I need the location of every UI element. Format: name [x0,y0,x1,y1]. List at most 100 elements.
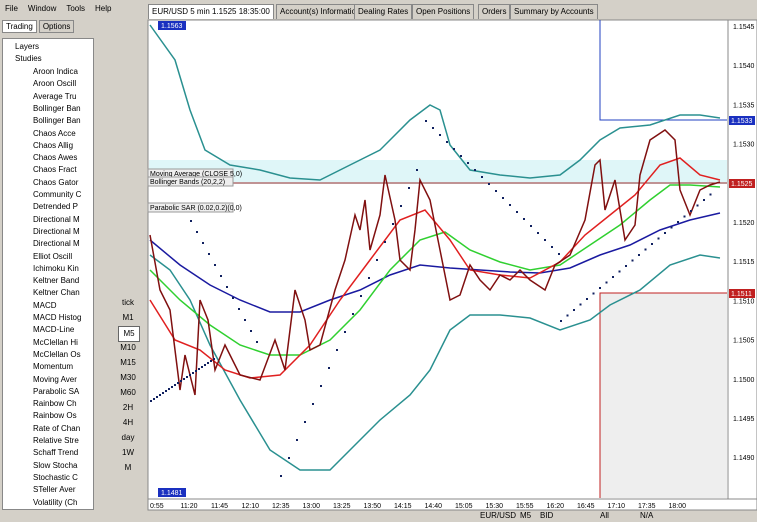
study-item[interactable]: Average Tru [33,91,77,101]
study-item[interactable]: Directional M [33,226,80,236]
sar-dot [670,226,673,229]
status-item[interactable]: BID [540,511,554,520]
study-item[interactable]: Chaos Allig [33,140,74,150]
sar-dot [502,197,504,199]
sar-dot [320,385,322,387]
tree-node[interactable]: Studies [15,54,42,63]
study-item[interactable]: Rainbow Ch [33,399,77,409]
sar-dot [156,396,158,398]
period-button[interactable]: M5 [118,326,140,342]
period-button[interactable]: M15 [120,358,136,367]
sar-dot [657,237,660,240]
period-button[interactable]: 2H [122,403,134,412]
study-item[interactable]: Rate of Chan [33,423,81,433]
study-item[interactable]: Rainbow Os [33,411,77,421]
study-item[interactable]: Schaff Trend [33,448,79,458]
chart-tab[interactable]: Orders [478,4,511,19]
status-item[interactable]: All [600,511,609,520]
sar-dot [644,248,647,251]
sar-dot [560,320,562,322]
sar-dot [201,366,203,368]
time-label: 15:55 [516,503,534,510]
time-label: 11:20 [181,503,198,510]
sar-dot [495,190,497,192]
menu-item[interactable]: File [5,4,18,13]
sar-dot [400,205,402,207]
study-item[interactable]: Chaos Fract [33,165,77,175]
sar-dot [190,220,192,222]
time-axis [147,498,757,511]
tree-node[interactable]: Layers [15,42,40,51]
study-item[interactable]: MACD-Line [33,325,75,335]
study-item[interactable]: Bollinger Ban [33,116,81,126]
study-item[interactable]: Stochastic C [33,472,78,482]
study-item[interactable]: McClellan Hi [33,337,78,347]
status-bar: EUR/USD M5 BID All N/A [470,510,757,522]
study-item[interactable]: Relative Stre [33,436,79,445]
study-item[interactable]: Keltner Chan [33,288,80,298]
price-label: 1.1530 [733,142,755,149]
side-tab[interactable]: Trading [2,20,37,33]
study-item[interactable]: Slow Stocha [33,460,78,470]
study-item[interactable]: Detrended P [33,202,78,212]
period-button[interactable]: M1 [122,313,134,322]
shade [600,293,727,498]
study-item[interactable]: Momentum [33,362,74,372]
status-item[interactable]: N/A [640,511,654,520]
menu-item[interactable]: Help [95,4,112,13]
study-item[interactable]: Chaos Awes [33,153,78,163]
study-item[interactable]: McClellan Os [33,349,81,359]
marker-box [158,488,186,497]
study-item[interactable]: Directional M [33,214,80,224]
period-button[interactable]: day [121,433,135,442]
time-label: 12:35 [272,503,290,510]
sar-dot [631,259,634,262]
sar-dot [537,232,539,234]
study-item[interactable]: Chaos Acce [33,128,76,138]
study-label: Parabolic SAR (0.02,0.2)(0,0) [150,205,242,212]
study-item[interactable]: Parabolic SA [33,386,80,396]
status-item[interactable]: M5 [520,511,532,520]
study-item[interactable]: Elliot Oscill [33,251,73,261]
chart-tab[interactable]: Summary by Accounts [510,4,598,19]
period-button[interactable]: M60 [120,388,136,397]
study-label: Bollinger Bands (20,2,2) [150,179,225,186]
chart-tab[interactable]: Open Positions [412,4,475,19]
sar-dot [328,367,330,369]
period-button[interactable]: tick [122,298,134,307]
price-label: 1.1500 [733,377,755,384]
study-item[interactable]: Volatility (Ch [33,497,78,507]
period-button[interactable]: M30 [120,373,136,382]
period-button[interactable]: 4H [122,418,134,427]
study-item[interactable]: Directional M [33,239,80,249]
study-item[interactable]: Ichimoku Kin [33,263,79,273]
study-item[interactable]: MACD [33,300,57,310]
sar-dot [530,225,532,227]
chart-tabs: EUR/USD 5 min 1.1525 18:35:00 Account(s) … [146,0,757,20]
chart-tab[interactable]: EUR/USD 5 min 1.1525 18:35:00 [148,4,274,19]
study-item[interactable]: Keltner Band [33,276,80,286]
study-item[interactable]: Moving Aver [33,374,77,384]
sar-dot [226,286,228,288]
price-box [729,116,755,125]
study-item[interactable]: Aroon Oscill [33,79,77,89]
study-item[interactable]: Chaos Gator [33,177,79,187]
price-box [729,179,755,188]
menu-item[interactable]: Window [27,4,57,13]
sar-dot [189,374,191,376]
menu-item[interactable]: Tools [66,4,86,13]
study-item[interactable]: Aroon Indica [33,67,78,76]
status-item[interactable]: EUR/USD [480,511,517,520]
study-item[interactable]: Community C [33,190,82,199]
time-label: 14:40 [425,503,443,510]
study-item[interactable]: STeller Aver [33,485,76,495]
study-item[interactable]: MACD Histog [33,313,82,322]
sar-dot [192,372,194,374]
period-button[interactable]: M [124,463,132,472]
side-tab[interactable]: Options [38,20,75,33]
study-item[interactable]: Bollinger Ban [33,103,81,113]
chart-tab[interactable]: Dealing Rates [354,4,413,19]
time-label: 14:15 [394,503,412,510]
period-button[interactable]: 1W [122,448,134,457]
period-button[interactable]: M10 [120,343,136,352]
